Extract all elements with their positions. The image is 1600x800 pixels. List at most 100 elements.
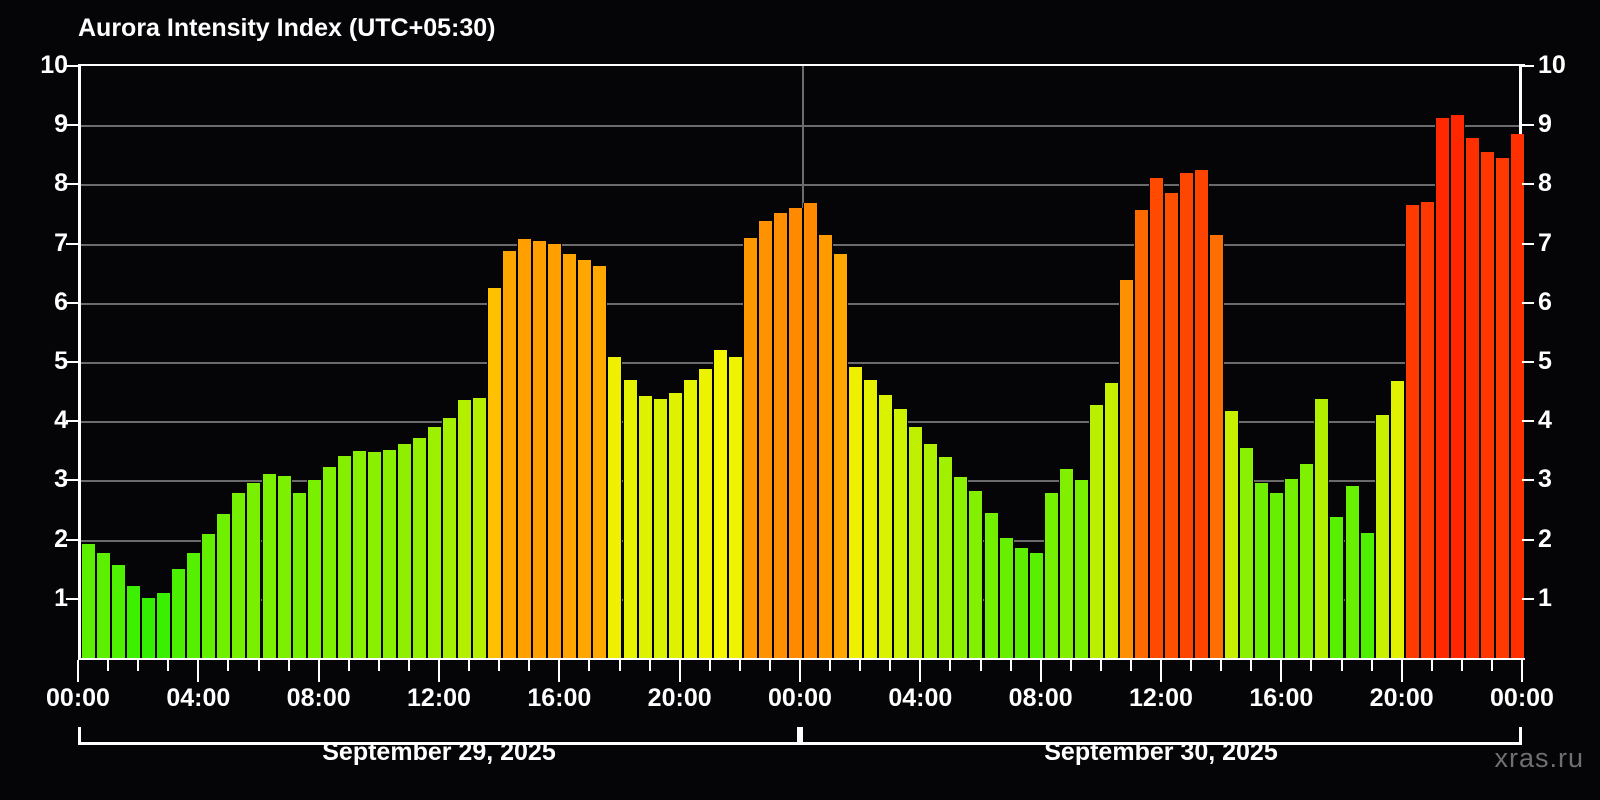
bar bbox=[1329, 517, 1345, 658]
x-tick-minor bbox=[708, 660, 711, 671]
x-tick-minor bbox=[588, 660, 591, 671]
bar bbox=[983, 512, 999, 658]
y-tick-label-left: 9 bbox=[54, 110, 68, 139]
bar bbox=[1509, 134, 1525, 658]
bar bbox=[863, 379, 879, 658]
bar bbox=[141, 597, 157, 658]
x-tick-minor bbox=[618, 660, 621, 671]
x-tick-minor bbox=[1220, 660, 1223, 671]
bar bbox=[1073, 480, 1089, 658]
x-tick-minor bbox=[1370, 660, 1373, 671]
y-tick-label-left: 8 bbox=[54, 169, 68, 198]
x-tick-major bbox=[1039, 660, 1042, 682]
bar bbox=[1133, 209, 1149, 658]
bar bbox=[1464, 138, 1480, 658]
x-tick-minor bbox=[468, 660, 471, 671]
x-tick-label: 12:00 bbox=[1129, 684, 1193, 712]
bar bbox=[1148, 178, 1164, 658]
bar bbox=[457, 400, 473, 658]
y-tick-right bbox=[1522, 124, 1534, 127]
bar-series bbox=[81, 66, 1525, 658]
bar bbox=[126, 585, 142, 658]
bar bbox=[1043, 493, 1059, 658]
bar bbox=[517, 239, 533, 658]
x-tick-minor bbox=[528, 660, 531, 671]
bar bbox=[1389, 380, 1405, 658]
bar bbox=[336, 455, 352, 658]
x-tick-minor bbox=[107, 660, 110, 671]
y-tick-right bbox=[1522, 597, 1534, 600]
y-tick-left bbox=[66, 361, 78, 363]
bar bbox=[953, 477, 969, 658]
x-tick-label: 16:00 bbox=[1249, 684, 1314, 712]
x-tick-minor bbox=[859, 660, 862, 671]
bar bbox=[637, 396, 653, 658]
bar bbox=[1118, 280, 1134, 658]
x-tick-minor bbox=[257, 660, 260, 671]
bar bbox=[1314, 398, 1330, 658]
y-tick-label-left: 7 bbox=[54, 228, 68, 257]
bar bbox=[667, 392, 683, 658]
y-tick-label-left: 6 bbox=[54, 287, 68, 316]
x-tick-major bbox=[197, 660, 200, 682]
bar bbox=[652, 398, 668, 658]
x-tick-minor bbox=[347, 660, 350, 671]
bar bbox=[81, 543, 97, 658]
bar bbox=[411, 437, 427, 658]
bar bbox=[1479, 151, 1495, 658]
bar bbox=[938, 456, 954, 658]
x-tick-label: 04:00 bbox=[888, 684, 953, 712]
axis-bottom-rule bbox=[78, 657, 1525, 660]
y-tick-label-right: 10 bbox=[1538, 51, 1566, 79]
y-tick-right bbox=[1522, 242, 1534, 245]
bar bbox=[201, 533, 217, 658]
x-tick-major bbox=[799, 660, 801, 682]
x-tick-minor bbox=[829, 660, 832, 671]
x-tick-major bbox=[678, 660, 681, 682]
bar bbox=[1449, 115, 1465, 658]
y-tick-left bbox=[66, 538, 78, 541]
x-tick-major bbox=[1400, 660, 1403, 682]
bar bbox=[186, 553, 202, 658]
bar bbox=[908, 427, 924, 658]
bar bbox=[742, 237, 758, 658]
bar bbox=[577, 260, 593, 658]
bar bbox=[592, 266, 608, 658]
y-tick-left bbox=[66, 124, 78, 127]
bar bbox=[803, 203, 819, 658]
bar bbox=[1164, 193, 1180, 658]
bar bbox=[833, 254, 849, 658]
y-tick-left bbox=[66, 65, 78, 67]
watermark: xras.ru bbox=[1494, 743, 1584, 773]
x-tick-minor bbox=[738, 660, 741, 671]
x-tick-label: 20:00 bbox=[647, 684, 712, 712]
bar bbox=[261, 474, 277, 658]
day-label: September 29, 2025 bbox=[322, 738, 556, 766]
bar bbox=[893, 409, 909, 658]
bar bbox=[1224, 410, 1240, 658]
bar bbox=[321, 467, 337, 658]
x-tick-minor bbox=[377, 660, 380, 671]
x-tick-minor bbox=[1460, 660, 1463, 671]
bar bbox=[757, 221, 773, 658]
y-tick-label-right: 6 bbox=[1538, 287, 1552, 316]
x-tick-label: 16:00 bbox=[527, 684, 592, 712]
bar bbox=[156, 592, 172, 658]
bar bbox=[1013, 548, 1029, 658]
bar bbox=[306, 480, 322, 658]
bar bbox=[1284, 479, 1300, 658]
bar bbox=[547, 243, 563, 658]
x-tick-minor bbox=[1129, 660, 1132, 671]
y-tick-left bbox=[66, 242, 78, 245]
bar bbox=[276, 475, 292, 658]
bar bbox=[1239, 447, 1255, 658]
bar bbox=[1299, 463, 1315, 658]
x-tick-minor bbox=[768, 660, 771, 671]
bar bbox=[231, 493, 247, 658]
bar bbox=[246, 483, 262, 658]
bar bbox=[772, 212, 788, 658]
y-tick-label-right: 3 bbox=[1538, 465, 1552, 494]
x-tick-major bbox=[558, 660, 561, 682]
x-tick-minor bbox=[1190, 660, 1193, 671]
x-tick-label: 00:00 bbox=[46, 684, 110, 712]
